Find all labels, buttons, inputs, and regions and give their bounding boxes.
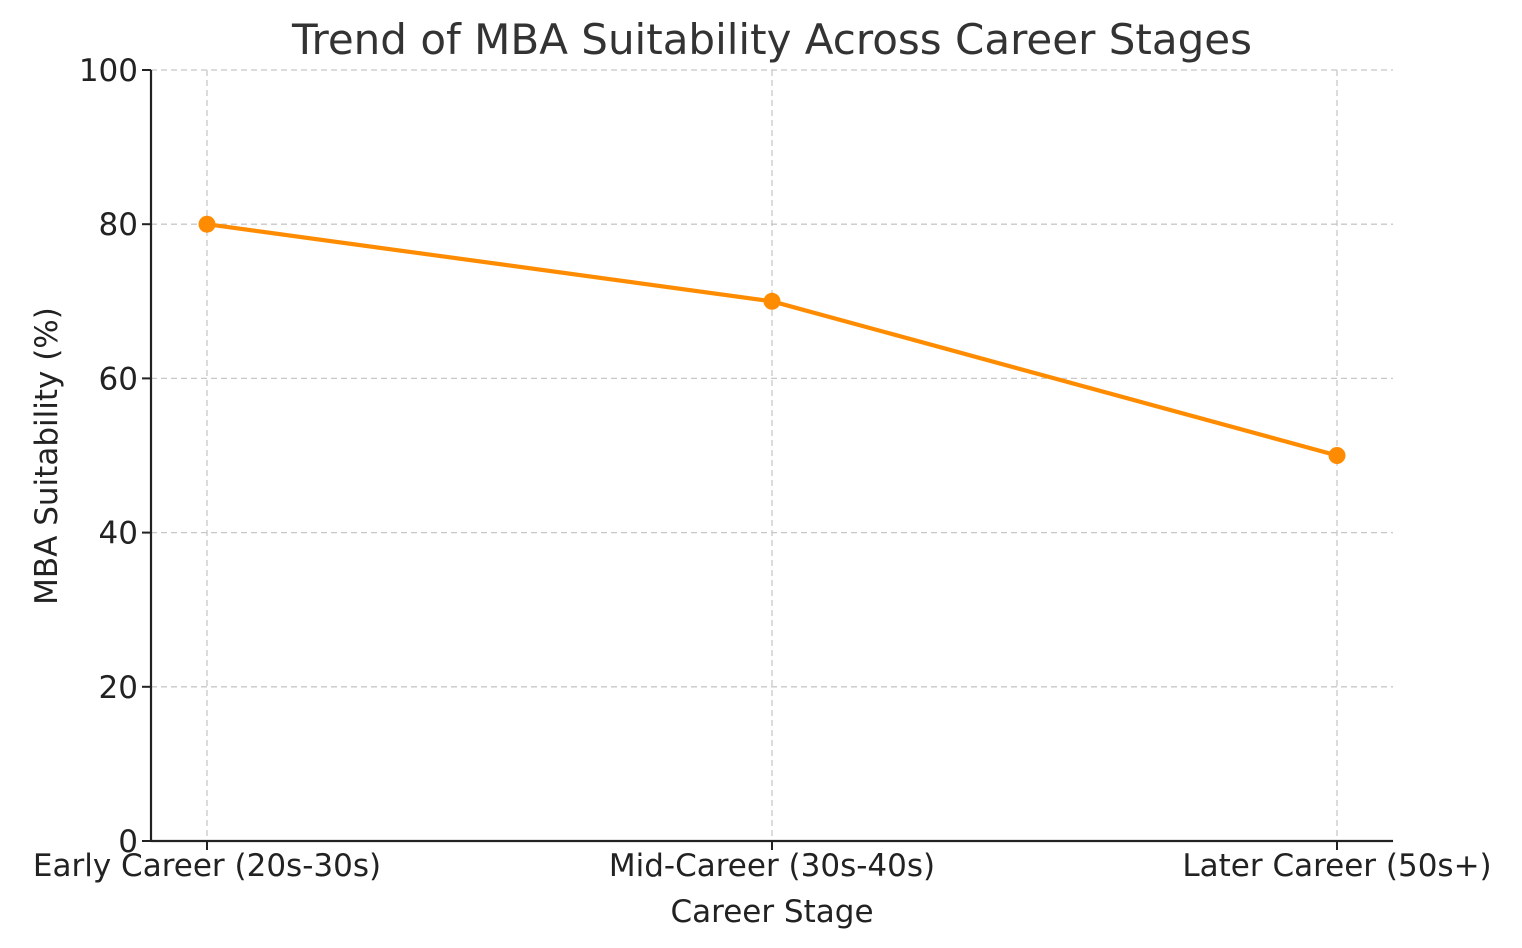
y-axis-label: MBA Suitability (%) — [29, 307, 65, 605]
y-tick-label: 40 — [99, 516, 138, 552]
x-tick-label: Mid-Career (30s-40s) — [609, 848, 935, 884]
data-point — [198, 215, 216, 233]
data-point — [1328, 447, 1346, 464]
series-layer — [198, 215, 1346, 464]
chart-title: Trend of MBA Suitability Across Career S… — [291, 15, 1252, 64]
y-tick-label: 60 — [99, 361, 138, 397]
x-axis-label: Career Stage — [670, 894, 873, 930]
grid-lines — [151, 69, 1393, 841]
tick-labels: 0 20 40 60 80 100 Early Career (20s-30s) Mid-Ca… — [33, 53, 1492, 884]
y-tick-label: 20 — [99, 670, 138, 706]
y-tick-label: 100 — [79, 53, 138, 89]
y-tick-label: 0 — [118, 824, 138, 860]
axes — [142, 69, 1393, 850]
y-tick-label: 80 — [99, 207, 138, 243]
data-point — [763, 292, 781, 310]
x-tick-label: Later Career (50s+) — [1182, 848, 1491, 884]
x-tick-label: Early Career (20s-30s) — [33, 848, 381, 884]
